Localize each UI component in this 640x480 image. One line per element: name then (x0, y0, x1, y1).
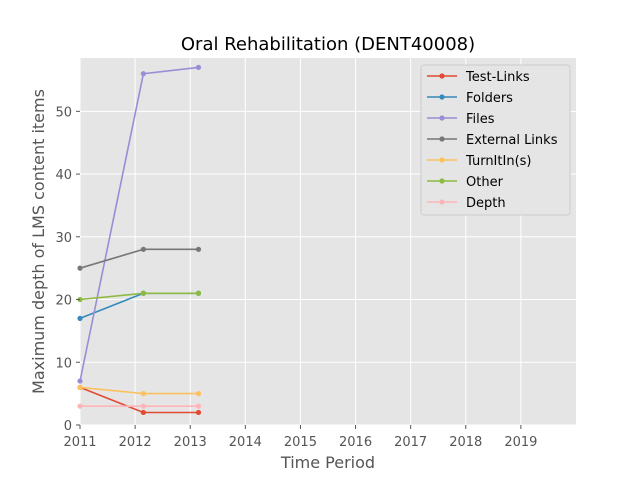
chart-title: Oral Rehabilitation (DENT40008) (181, 34, 475, 55)
legend-item: Test-Links (427, 70, 530, 85)
legend-item: Depth (427, 196, 506, 211)
data-point (140, 246, 146, 252)
y-tick-label: 10 (55, 356, 72, 371)
data-point (195, 391, 202, 397)
data-point (140, 71, 146, 77)
legend-swatch-marker (439, 157, 445, 163)
series-files (77, 64, 202, 384)
data-point (77, 315, 83, 321)
data-point (140, 290, 146, 296)
data-point (195, 409, 202, 416)
legend-swatch-marker (439, 115, 445, 121)
legend-swatch-marker (439, 136, 445, 142)
data-point (140, 409, 146, 416)
x-tick-label: 2013 (174, 435, 207, 450)
legend-swatch-marker (439, 73, 445, 79)
x-axis-title: Time Period (280, 453, 375, 472)
legend-item: Files (427, 112, 495, 127)
data-point (195, 290, 202, 296)
legend-label: External Links (466, 133, 558, 148)
y-tick-label: 20 (55, 294, 72, 309)
data-point (140, 403, 146, 409)
legend-label: Files (466, 112, 495, 127)
series-depth (77, 403, 202, 409)
legend-item: TurnItIn(s) (427, 154, 531, 169)
series-turnitin-s- (77, 384, 202, 397)
legend-swatch-marker (439, 94, 445, 100)
series-external-links (77, 246, 202, 271)
data-point (77, 384, 83, 390)
data-point (77, 265, 83, 271)
series-group (77, 64, 202, 416)
x-tick-label: 2018 (449, 435, 482, 450)
legend-label: Test-Links (465, 70, 530, 85)
data-point (77, 378, 83, 384)
data-point (195, 246, 202, 252)
data-point (140, 391, 146, 397)
x-tick-label: 2011 (63, 435, 96, 450)
data-point (195, 403, 202, 409)
x-tick-label: 2017 (394, 435, 427, 450)
x-tick-label: 2016 (339, 435, 372, 450)
legend: Test-Links Folders Files External Links Turn… (420, 64, 571, 216)
legend-item: External Links (427, 133, 558, 148)
legend-item: Other (427, 175, 504, 190)
legend-label: Folders (466, 91, 513, 106)
y-axis-title: Maximum depth of LMS content items (29, 89, 48, 394)
x-tick-label: 2012 (119, 435, 152, 450)
legend-box (420, 64, 571, 216)
x-tick-label: 2015 (284, 435, 317, 450)
legend-item: Folders (427, 91, 513, 106)
legend-label: Other (466, 175, 504, 190)
legend-label: Depth (466, 196, 506, 211)
tick-labels: 2011 2012 2013 2014 2015 2016 2017 2018 2019 0 10 2… (55, 105, 537, 450)
legend-swatch-marker (439, 199, 445, 205)
data-point (77, 403, 83, 409)
x-tick-label: 2014 (229, 435, 262, 450)
y-tick-label: 40 (55, 168, 72, 183)
legend-label: TurnItIn(s) (465, 154, 531, 169)
y-tick-label: 50 (55, 105, 72, 120)
y-tick-label: 0 (64, 419, 72, 434)
y-tick-label: 30 (55, 231, 72, 246)
x-tick-label: 2019 (504, 435, 537, 450)
data-point (195, 64, 202, 71)
legend-swatch-marker (439, 178, 445, 184)
